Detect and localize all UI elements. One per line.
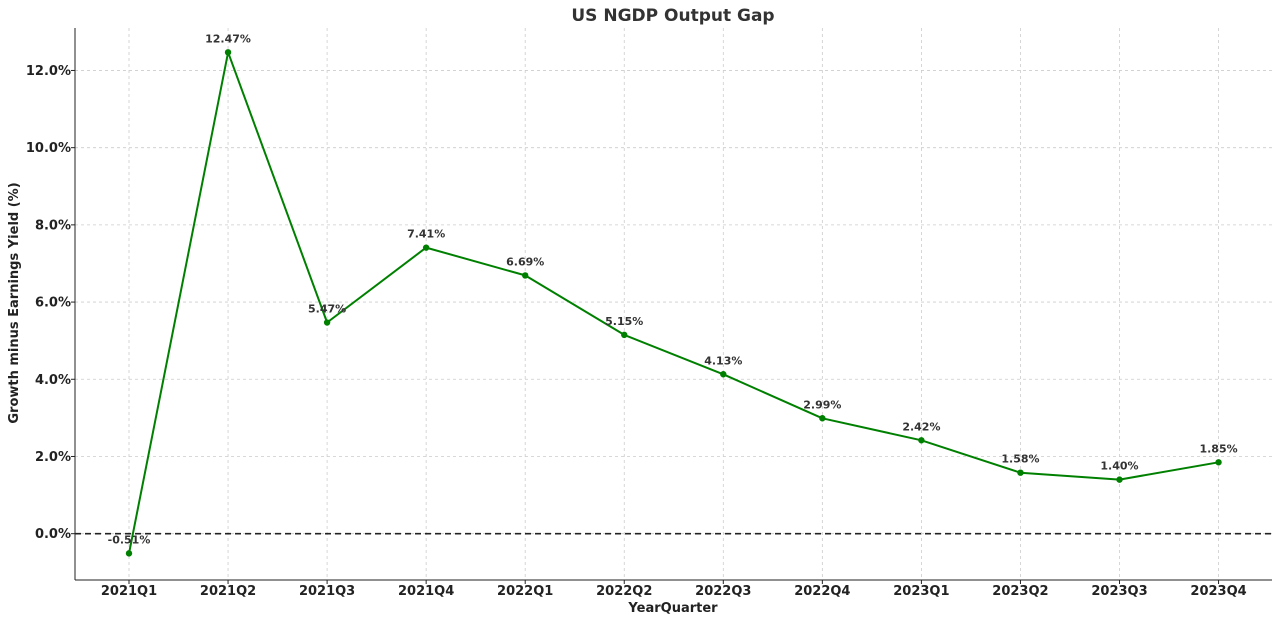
data-point [819, 415, 826, 422]
x-tick-label: 2022Q4 [794, 584, 850, 599]
y-tick-label: 4.0% [35, 373, 71, 388]
data-label: 5.15% [605, 315, 643, 328]
x-tick-label: 2021Q1 [101, 584, 157, 599]
data-point [1017, 469, 1024, 476]
y-tick-label: 12.0% [26, 64, 71, 79]
data-label: 1.58% [1001, 453, 1039, 466]
data-point [720, 371, 727, 378]
y-tick-label: 6.0% [35, 296, 71, 311]
data-point [918, 437, 925, 444]
x-tick-label: 2023Q2 [992, 584, 1048, 599]
data-point [323, 319, 331, 326]
y-tick-label: 2.0% [35, 450, 71, 465]
y-axis-label: Growth minus Earnings Yield (%) [7, 182, 22, 423]
data-point [125, 550, 133, 557]
y-tick-label: 10.0% [26, 141, 71, 156]
data-point [422, 244, 430, 251]
data-label: 5.47% [308, 303, 346, 316]
grid-layer [75, 28, 1272, 580]
x-tick-label: 2021Q2 [200, 584, 256, 599]
y-tick-label: 0.0% [35, 527, 71, 542]
series-line [128, 51, 1219, 554]
data-point [1116, 476, 1123, 483]
data-label: 4.13% [704, 354, 742, 367]
x-tick-label: 2023Q3 [1091, 584, 1147, 599]
x-tick-label: 2022Q2 [596, 584, 652, 599]
chart-title: US NGDP Output Gap [571, 6, 774, 26]
data-label: 2.99% [803, 398, 841, 411]
x-tick-label: 2022Q1 [497, 584, 553, 599]
x-axis-label: YearQuarter [627, 601, 718, 616]
x-tick-label: 2021Q4 [398, 584, 454, 599]
data-label: 7.41% [407, 228, 445, 241]
x-tick-label: 2023Q1 [893, 584, 949, 599]
data-label: 12.47% [205, 32, 251, 45]
data-labels-layer: -0.51% 12.47% 5.47% 7.41% 6.69% 5.15% 4.13% 2.9… [108, 32, 1238, 546]
data-label: -0.51% [108, 533, 151, 546]
data-point [621, 331, 628, 339]
x-tick-label: 2022Q3 [695, 584, 751, 599]
x-tick-label: 2023Q4 [1190, 584, 1246, 599]
data-point [522, 272, 529, 279]
series-layer [125, 49, 1222, 557]
data-point [224, 49, 232, 56]
data-label: 2.42% [902, 420, 940, 433]
axes-layer: 0.0% 2.0% 4.0% 6.0% 8.0% 10.0% 12.0% 2021Q1 2021… [26, 28, 1272, 599]
data-label: 1.40% [1100, 460, 1138, 473]
data-label: 6.69% [506, 255, 544, 268]
data-label: 1.85% [1199, 442, 1237, 455]
y-tick-label: 8.0% [35, 218, 71, 233]
data-point [1215, 459, 1222, 466]
x-tick-label: 2021Q3 [299, 584, 355, 599]
